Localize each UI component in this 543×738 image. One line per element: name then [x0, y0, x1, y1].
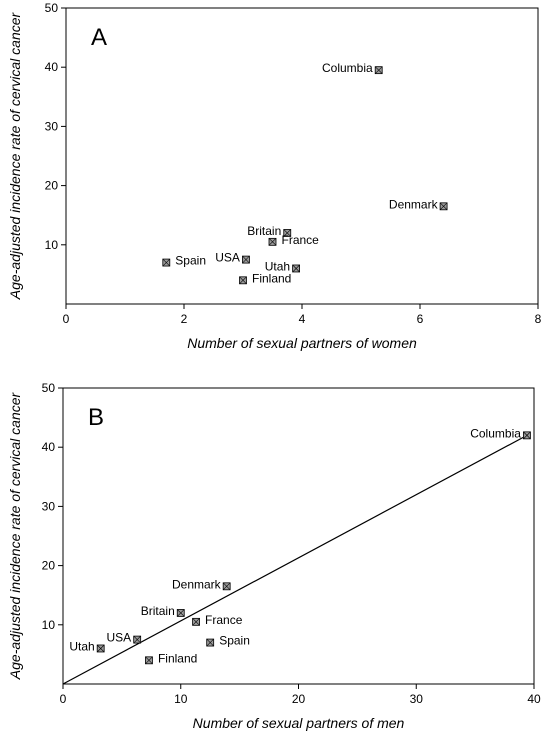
y-tick-label: 40: [45, 60, 59, 74]
y-tick-label: 40: [42, 440, 56, 454]
point-label-spain: Spain: [175, 254, 206, 268]
point-label-columbia: Columbia: [470, 426, 521, 440]
point-spain: [162, 258, 171, 267]
marker-hatch: [96, 644, 105, 653]
point-label-utah: Utah: [265, 259, 290, 273]
x-tick-label: 0: [63, 312, 70, 326]
y-tick-label: 20: [45, 179, 59, 193]
point-label-france: France: [205, 613, 243, 627]
point-finland: [145, 656, 153, 665]
marker-hatch: [177, 609, 185, 617]
point-utah: [96, 644, 105, 653]
point-britain: [176, 609, 185, 617]
marker-hatch: [268, 238, 277, 246]
y-tick-label: 20: [42, 559, 56, 573]
point-label-britain: Britain: [247, 224, 281, 238]
x-tick-label: 20: [292, 692, 306, 706]
x-tick-label: 2: [181, 312, 188, 326]
y-tick-label: 50: [42, 381, 56, 395]
point-columbia: [374, 66, 383, 75]
marker-hatch: [374, 66, 383, 74]
x-tick-label: 30: [410, 692, 424, 706]
point-label-finland: Finland: [252, 271, 291, 285]
point-label-utah: Utah: [69, 639, 94, 653]
x-axis-title: Number of sexual partners of men: [193, 715, 405, 731]
marker-hatch: [145, 656, 153, 665]
marker-hatch: [239, 276, 247, 285]
x-tick-label: 40: [527, 692, 541, 706]
point-label-columbia: Columbia: [322, 61, 373, 75]
y-axis-title: Age-adjusted incidence rate of cervical …: [7, 391, 23, 680]
marker-hatch: [133, 635, 141, 644]
marker-hatch: [292, 264, 300, 273]
panel-a: 0 2 4 6 8 10 20 30 40 50 Number of sexual partners…: [7, 1, 542, 351]
y-tick-label: 30: [45, 119, 59, 133]
point-britain: [283, 229, 292, 237]
point-columbia: [523, 431, 531, 440]
point-usa: [242, 255, 250, 264]
marker-hatch: [162, 258, 171, 267]
panel-letter: A: [91, 24, 107, 51]
point-usa: [133, 635, 142, 644]
point-label-usa: USA: [215, 251, 240, 265]
x-axis-title: Number of sexual partners of women: [187, 335, 417, 351]
marker-hatch: [192, 618, 200, 626]
y-tick-label: 10: [45, 238, 59, 252]
point-finland: [239, 276, 247, 285]
point-label-france: France: [282, 233, 320, 247]
x-tick-label: 10: [174, 692, 188, 706]
point-label-denmark: Denmark: [389, 197, 439, 211]
point-label-usa: USA: [106, 631, 131, 645]
y-tick-label: 10: [42, 618, 56, 632]
marker-hatch: [222, 582, 231, 591]
y-tick-label: 50: [45, 1, 59, 15]
point-france: [192, 617, 200, 626]
plot-frame: [65, 7, 539, 305]
point-label-britain: Britain: [141, 604, 175, 618]
marker-hatch: [206, 638, 214, 647]
panel-letter: B: [88, 404, 104, 431]
point-utah: [292, 264, 301, 273]
marker-hatch: [242, 255, 250, 264]
marker-hatch: [283, 229, 291, 237]
point-label-spain: Spain: [219, 634, 250, 648]
x-tick-label: 6: [417, 312, 424, 326]
marker-hatch: [439, 202, 448, 211]
point-france: [268, 237, 277, 246]
y-tick-label: 30: [42, 499, 56, 513]
point-denmark: [439, 202, 448, 211]
panel-b: 0 10 20 30 40 10 20 30 40 50 Number of sexual part…: [7, 381, 541, 731]
y-axis-title: Age-adjusted incidence rate of cervical …: [7, 11, 23, 300]
point-label-finland: Finland: [158, 651, 197, 665]
regression-line: [62, 434, 528, 685]
point-denmark: [222, 582, 231, 591]
point-spain: [206, 638, 215, 647]
marker-hatch: [523, 431, 531, 440]
x-tick-label: 8: [535, 312, 542, 326]
x-tick-label: 0: [60, 692, 67, 706]
point-label-denmark: Denmark: [172, 577, 222, 591]
x-tick-label: 4: [299, 312, 306, 326]
